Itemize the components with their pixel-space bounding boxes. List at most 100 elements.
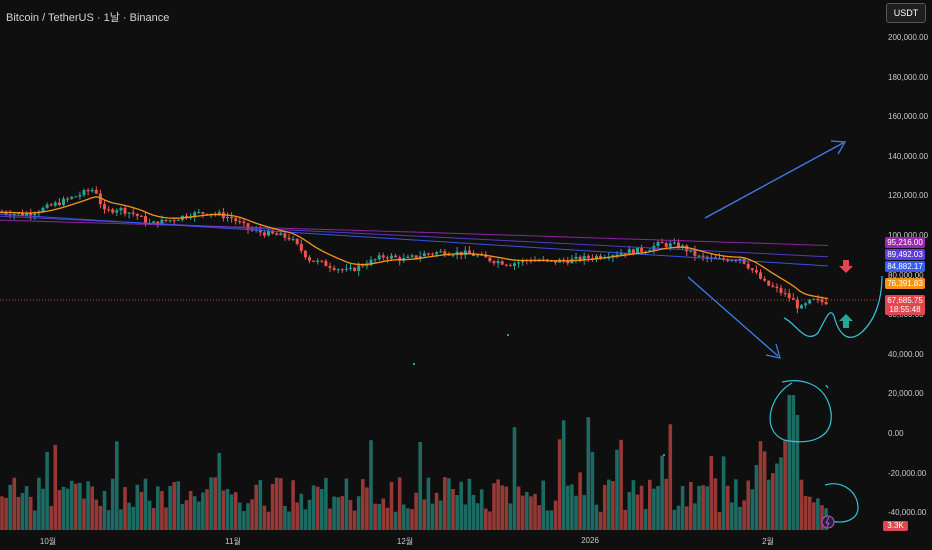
- volume-bar: [65, 488, 70, 530]
- volume-bars: [0, 395, 828, 530]
- volume-bar: [590, 451, 595, 530]
- candle-body: [168, 220, 172, 222]
- volume-bar: [356, 496, 361, 530]
- volume-bar: [697, 485, 701, 530]
- trend-arrow-up: [704, 142, 844, 219]
- lightning-icon: [821, 515, 835, 529]
- candle-body: [156, 221, 160, 226]
- candle-body: [672, 242, 676, 244]
- currency-button[interactable]: USDT: [886, 3, 926, 23]
- candle-body: [53, 202, 57, 206]
- volume-bar: [684, 506, 689, 530]
- volume-bar: [795, 415, 800, 530]
- candle-body: [82, 190, 86, 195]
- volume-bar: [705, 486, 709, 530]
- volume-bar: [775, 463, 779, 530]
- volume-bar: [475, 503, 480, 530]
- volume-bar: [45, 451, 49, 530]
- candle-body: [139, 215, 143, 217]
- price-axis-tick: 120,000.00: [888, 191, 929, 201]
- candle-body: [636, 247, 639, 254]
- volume-bar: [689, 481, 693, 530]
- candle-body: [226, 216, 229, 219]
- candle-body: [467, 250, 471, 254]
- volume-bar: [369, 440, 373, 530]
- chart-title: Bitcoin / TetherUS · 1날 · Binance: [6, 12, 170, 24]
- volume-bar: [246, 503, 250, 530]
- volume-bar: [119, 509, 123, 530]
- volume-bar: [225, 488, 230, 530]
- candle-body: [119, 207, 123, 211]
- time-axis-tick: 11월: [225, 537, 241, 546]
- price-axis-tick: -40,000.00: [888, 508, 927, 518]
- volume-bar: [176, 481, 181, 530]
- volume-bar: [725, 485, 730, 530]
- candle-body: [287, 237, 291, 240]
- candle-body: [385, 257, 389, 259]
- candle-body: [94, 189, 98, 194]
- volume-bar: [8, 484, 12, 530]
- volume-bar: [578, 472, 582, 530]
- candle-body: [197, 212, 201, 214]
- volume-bar: [791, 395, 796, 530]
- volume-bar: [746, 480, 750, 530]
- volume-bar: [197, 501, 201, 530]
- volume-bar: [545, 510, 550, 530]
- candle-body: [353, 267, 357, 272]
- volume-bar: [484, 508, 488, 530]
- price-tag: 95,216.00: [885, 237, 925, 248]
- volume-bar: [41, 488, 45, 530]
- candle-body: [185, 215, 188, 218]
- candle-body: [373, 259, 377, 261]
- volume-bar: [307, 499, 312, 530]
- volume-bar: [799, 479, 804, 530]
- volume-bar: [274, 477, 279, 530]
- candle-body: [763, 278, 767, 281]
- volume-bar: [164, 507, 168, 530]
- candle-body: [176, 219, 180, 221]
- volume-bar: [192, 496, 197, 530]
- volume-bar: [422, 499, 427, 530]
- candle-body: [131, 212, 135, 214]
- volume-bar: [168, 486, 172, 530]
- candle-body: [344, 268, 348, 270]
- volume-bar: [20, 492, 25, 530]
- candle-body: [627, 249, 631, 254]
- volume-bar: [340, 496, 345, 530]
- volume-bar: [127, 502, 131, 530]
- volume-bar: [570, 484, 574, 530]
- volume-bar: [820, 505, 824, 530]
- candle-body: [816, 298, 820, 300]
- candle-body: [800, 305, 803, 309]
- volume-tag: 3.3K: [883, 521, 908, 531]
- volume-bar: [693, 503, 697, 530]
- volume-bar: [348, 499, 353, 530]
- candle-body: [504, 264, 508, 266]
- volume-bar: [266, 511, 271, 530]
- volume-bar: [623, 509, 627, 530]
- volume-bar: [4, 497, 8, 530]
- volume-bar: [135, 484, 140, 530]
- candle-body: [656, 242, 660, 246]
- candle-body: [377, 255, 381, 260]
- volume-bar: [389, 481, 394, 530]
- candle-body: [262, 232, 266, 236]
- volume-bar: [488, 511, 492, 530]
- candle-body: [242, 221, 246, 224]
- candle-body: [49, 204, 53, 206]
- volume-bar: [49, 506, 53, 530]
- candle-body: [230, 216, 234, 219]
- candle-body: [299, 243, 303, 251]
- volume-bar: [74, 483, 78, 530]
- volume-bar: [639, 485, 644, 530]
- volume-bar: [315, 486, 320, 530]
- candle-body: [668, 243, 672, 247]
- volume-bar: [151, 508, 156, 530]
- candle-body: [582, 255, 586, 261]
- price-axis-tick: 140,000.00: [888, 151, 929, 161]
- price-axis-tick: 180,000.00: [888, 72, 929, 82]
- volume-bar: [611, 481, 615, 530]
- candle-body: [418, 256, 422, 258]
- candle-body: [431, 253, 434, 255]
